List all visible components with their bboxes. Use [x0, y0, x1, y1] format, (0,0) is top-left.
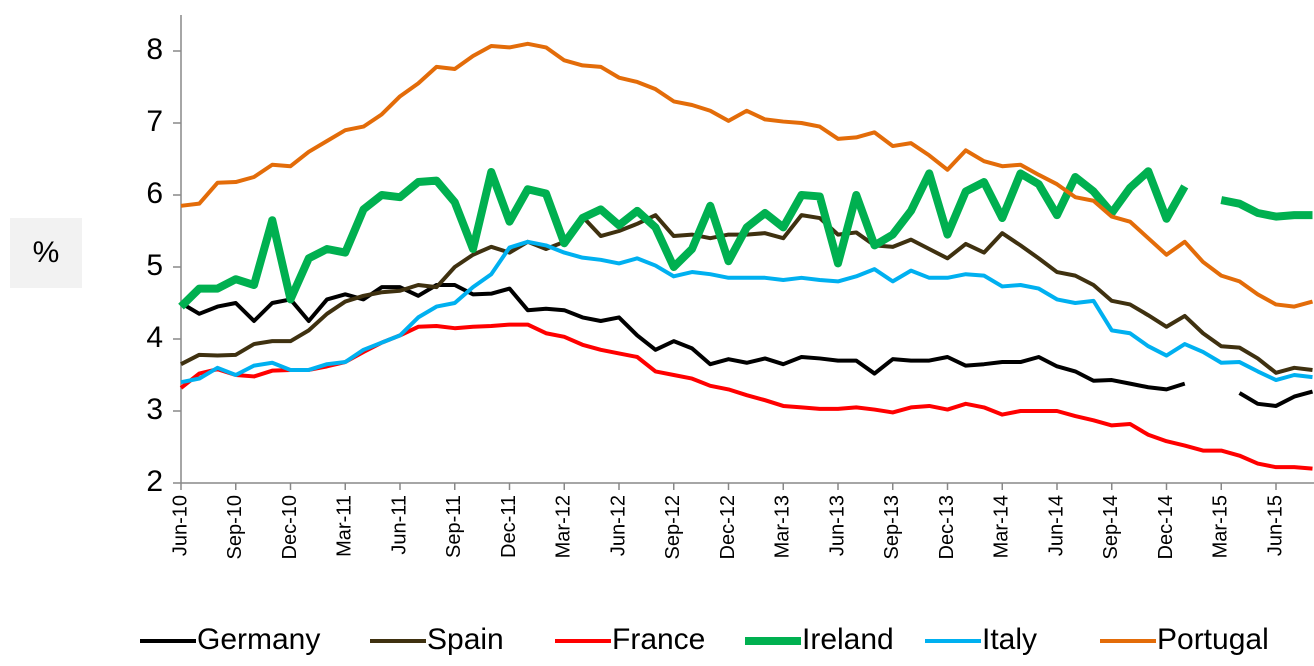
y-label-box	[10, 218, 82, 288]
x-tick-label: Jun-14	[1045, 495, 1067, 556]
plot-area	[178, 41, 1314, 471]
x-tick-label: Sep-11	[443, 495, 465, 558]
x-tick-label: Mar-15	[1210, 495, 1232, 558]
y-tick-label: 4	[146, 321, 163, 354]
x-tick-label: Jun-13	[826, 495, 848, 556]
legend-label: Germany	[197, 623, 320, 656]
legend-label: Ireland	[802, 623, 894, 656]
x-tick-label: Dec-14	[1155, 495, 1177, 559]
x-tick-label: Mar-14	[991, 495, 1013, 558]
x-tick-label: Jun-10	[169, 495, 191, 556]
x-tick-label: Sep-10	[224, 495, 246, 560]
y-tick-label: 7	[146, 105, 163, 138]
x-tick-label: Mar-11	[334, 495, 356, 557]
x-tick-label: Mar-12	[553, 495, 575, 558]
y-axis-label: %	[33, 236, 60, 269]
series-line	[178, 167, 1313, 310]
x-tick-label: Dec-10	[279, 495, 301, 559]
y-tick-label: 6	[146, 177, 163, 210]
y-tick-label: 3	[146, 393, 163, 426]
x-tick-label: Dec-11	[498, 495, 520, 558]
x-tick-label: Sep-12	[662, 495, 684, 560]
x-tick-label: Dec-12	[717, 495, 739, 559]
legend-label: Italy	[982, 623, 1037, 656]
y-tick-label: 8	[146, 33, 163, 66]
series-line	[179, 322, 1313, 471]
x-tick-label: Sep-13	[881, 495, 903, 560]
series-line	[180, 41, 1314, 309]
x-tick-label: Jun-12	[607, 495, 629, 556]
series-line	[180, 239, 1313, 385]
legend-label: France	[612, 623, 705, 656]
x-tick-label: Dec-13	[936, 495, 958, 559]
legend-label: Spain	[427, 623, 504, 656]
x-tick-label: Sep-14	[1100, 495, 1122, 560]
series-line	[179, 283, 1314, 408]
y-tick-label: 5	[146, 249, 163, 282]
x-tick-label: Jun-11	[388, 495, 410, 555]
legend-label: Portugal	[1157, 623, 1269, 656]
x-tick-label: Jun-15	[1264, 495, 1286, 556]
y-tick-label: 2	[146, 465, 163, 498]
x-tick-label: Mar-13	[772, 495, 794, 558]
